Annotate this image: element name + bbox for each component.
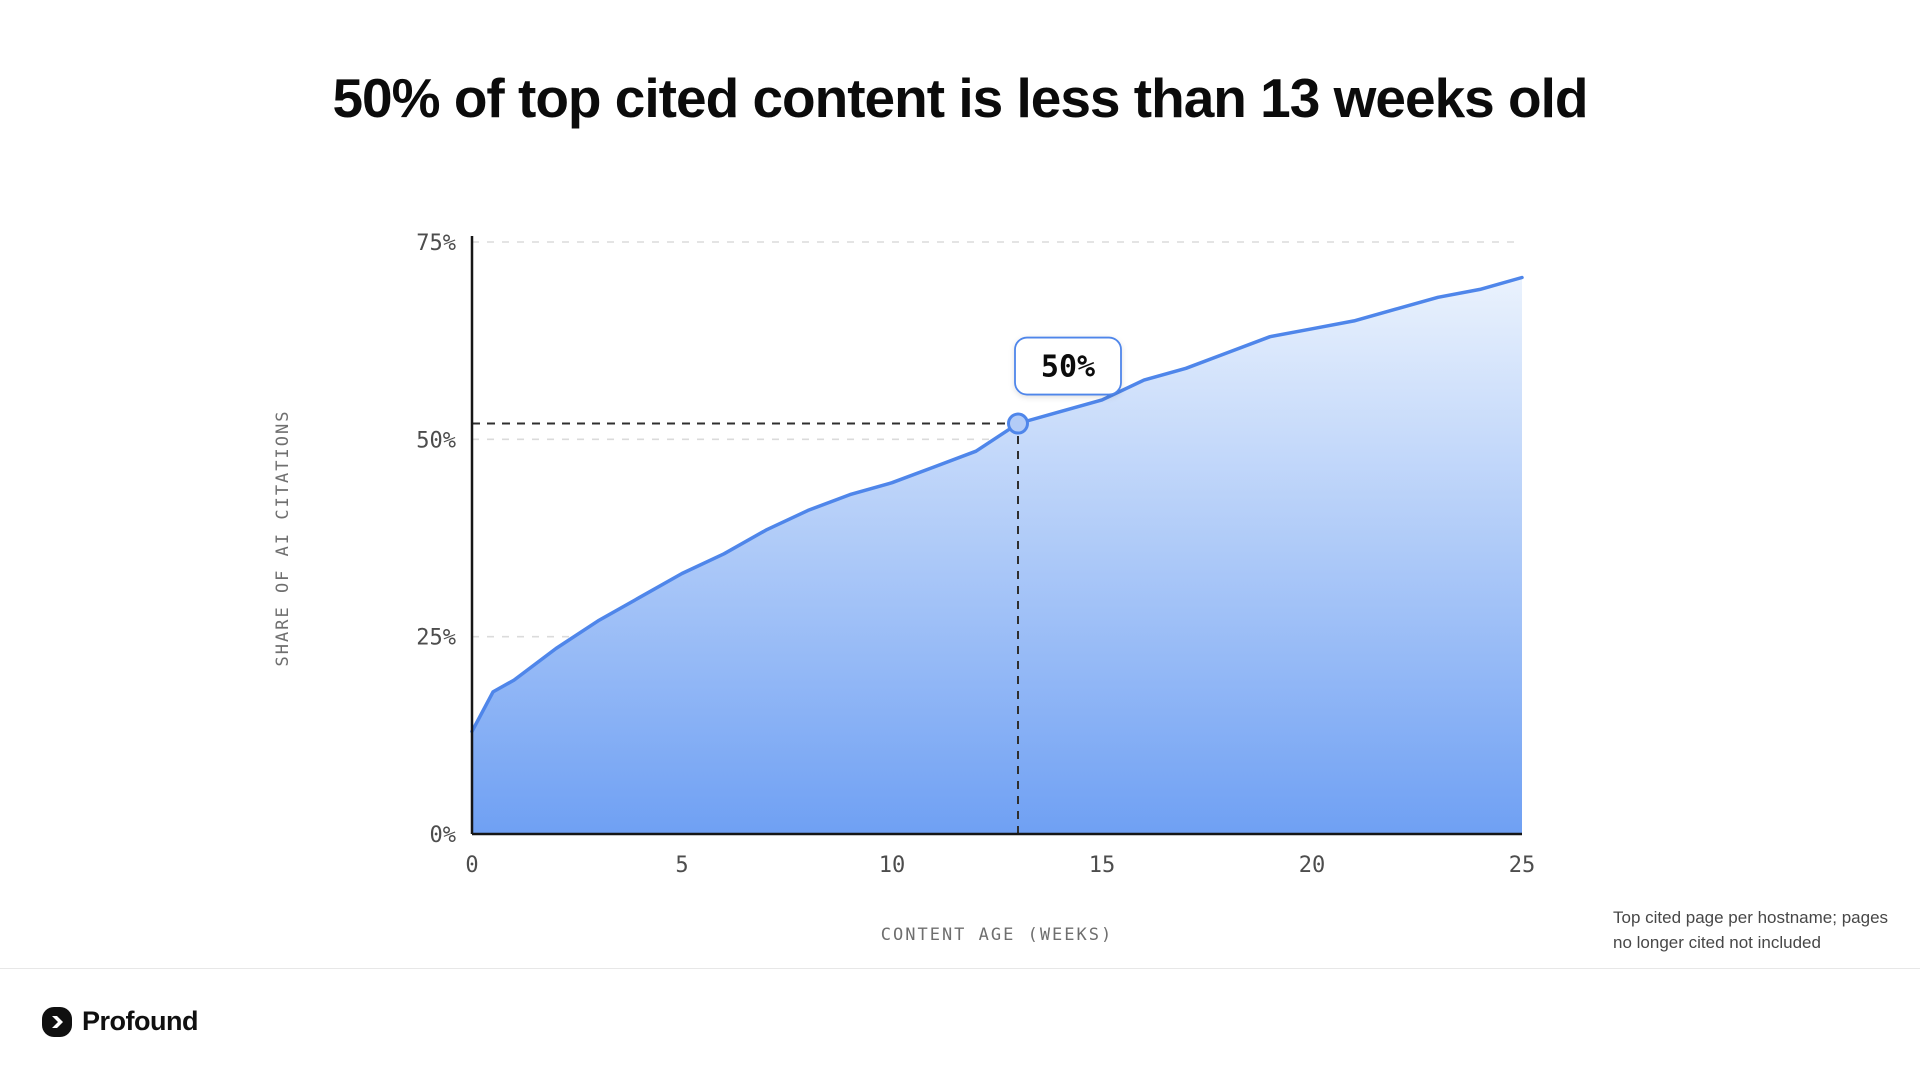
y-tick-label: 25% [416,626,456,651]
area-fill [472,277,1522,834]
annotation-box [1014,336,1122,396]
x-tick-label: 25 [1509,853,1536,878]
x-tick-label: 10 [879,853,906,878]
x-tick-label: 5 [675,853,688,878]
y-tick-label: 50% [416,428,456,453]
x-axis-title: CONTENT AGE (WEEKS) [881,925,1113,945]
y-tick-label: 0% [430,823,457,848]
footer-divider [0,968,1920,969]
x-tick-label: 0 [465,853,478,878]
footnote-line-2: no longer cited not included [1613,932,1821,952]
x-tick-label: 20 [1299,853,1326,878]
y-tick-label: 75% [416,231,456,256]
x-tick-label: 15 [1089,853,1116,878]
profound-logo-icon [42,1006,72,1037]
plot-layer: 50% 0% 25% 50% 75% 0 5 10 15 20 25 [416,231,1535,878]
annotation-label: 50% [1041,350,1095,385]
brand-lockup: Profound [42,1006,198,1037]
marker-point [1007,412,1029,435]
chart-footnote: Top cited page per hostname; pages no lo… [1613,906,1888,955]
footnote-line-1: Top cited page per hostname; pages [1613,908,1889,927]
brand-name: Profound [82,1006,198,1036]
y-axis-title: SHARE OF AI CITATIONS [273,410,293,667]
page-title: 50% of top cited content is less than 13… [332,67,1588,129]
trend-line [470,275,1524,734]
